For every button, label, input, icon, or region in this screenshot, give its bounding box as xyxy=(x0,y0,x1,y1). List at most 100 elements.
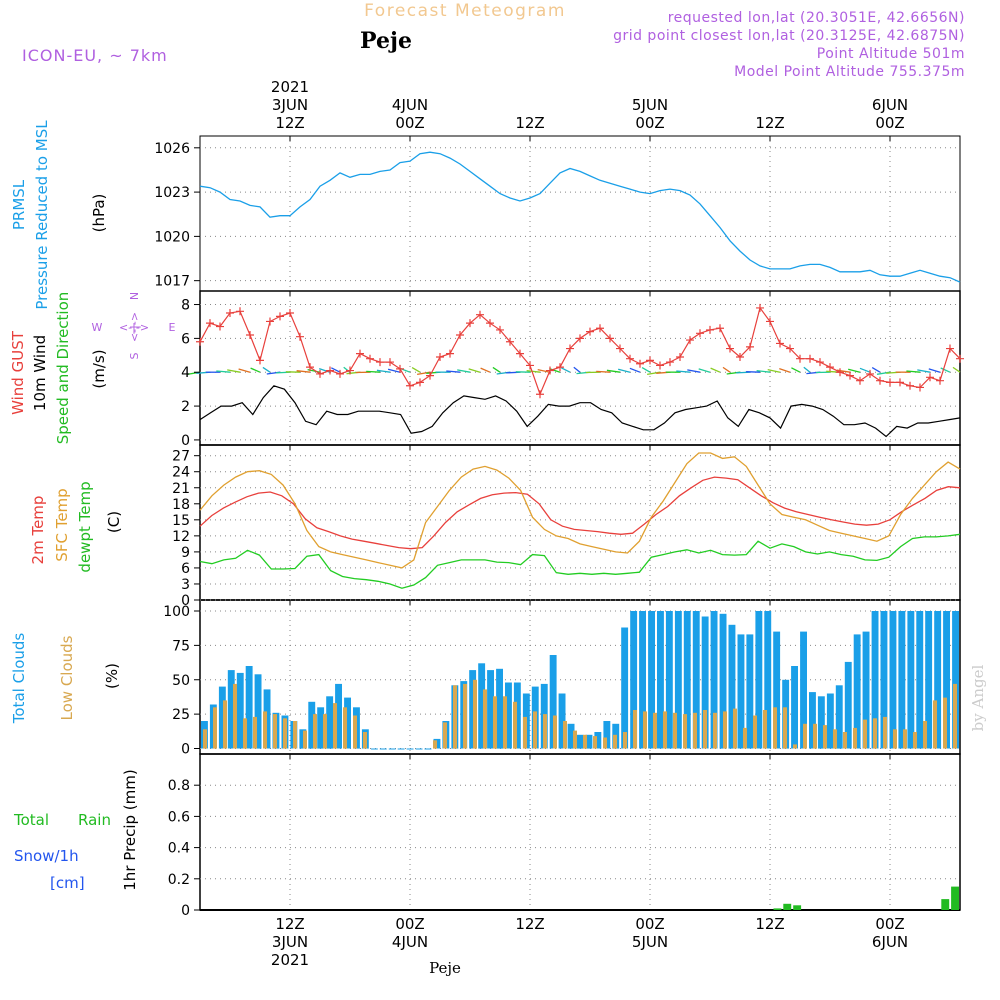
low-cloud-bar xyxy=(863,719,867,749)
low-cloud-bar xyxy=(523,716,527,749)
total-cloud-bar xyxy=(397,748,405,750)
y-tick-label: 0.4 xyxy=(168,841,190,857)
low-cloud-bar xyxy=(953,683,957,749)
y-tick-label: 27 xyxy=(172,449,190,465)
wind-gust-marker xyxy=(946,344,954,353)
total-cloud-bar xyxy=(496,668,503,749)
y-tick-label: 1020 xyxy=(154,229,190,245)
total-cloud-bar xyxy=(621,627,629,749)
total-cloud-bar xyxy=(737,634,745,749)
wind-direction-arrow xyxy=(917,369,931,373)
total-cloud-bar xyxy=(889,611,897,749)
total-cloud-bar xyxy=(245,666,253,749)
low-cloud-bar xyxy=(813,723,817,749)
low-cloud-bar xyxy=(513,701,517,749)
low-cloud-bar xyxy=(263,711,267,749)
wind-gust-marker xyxy=(446,349,454,358)
y-tick-label: 3 xyxy=(181,577,190,593)
low-cloud-bar xyxy=(233,683,237,749)
compass-e: E xyxy=(169,321,176,334)
wind-gust-marker xyxy=(666,358,674,367)
low-cloud-bar xyxy=(473,679,477,749)
wind-10m-line xyxy=(199,385,961,438)
total-cloud-bar xyxy=(513,682,521,749)
total-clouds-label: Total Clouds xyxy=(10,633,28,725)
low-cloud-bar xyxy=(533,711,537,749)
wind-gust-marker xyxy=(486,319,494,328)
wind-direction-arrow xyxy=(871,367,881,373)
wind-direction-arrow xyxy=(698,368,711,373)
total-label: Total xyxy=(13,811,49,829)
rain-bar xyxy=(951,886,959,910)
y-tick-label: 1017 xyxy=(154,274,190,290)
wind-direction-arrow xyxy=(561,367,571,373)
y-tick-label: 50 xyxy=(172,673,190,689)
y-tick-label: 15 xyxy=(172,513,190,529)
location-title: Peje xyxy=(360,28,412,54)
wind-gust-marker xyxy=(296,332,304,341)
low-cloud-bar xyxy=(893,729,897,749)
model-label: ICON-EU, ~ 7km xyxy=(22,46,168,65)
total-cloud-bar xyxy=(379,748,387,750)
wind-gust-marker xyxy=(686,336,694,345)
wind-direction-arrow xyxy=(687,369,701,373)
wind-gust-marker xyxy=(826,363,834,372)
total-cloud-bar xyxy=(862,631,870,749)
wind-direction-arrow xyxy=(366,370,381,373)
wind-direction-arrow xyxy=(906,370,921,373)
y-tick-label: 1023 xyxy=(154,185,190,201)
wind-direction-arrow xyxy=(767,368,781,373)
gridpoint-coords: grid point closest lon,lat (20.3125E, 42… xyxy=(613,28,965,44)
bottom-tick-hour: 00Z xyxy=(875,915,904,933)
wind-gust-marker xyxy=(376,358,384,367)
top-tick-date: 5JUN xyxy=(632,96,668,114)
snow-unit-label: [cm] xyxy=(50,874,85,892)
wind-gust-marker xyxy=(796,354,804,363)
pressure-line xyxy=(199,151,961,283)
wind-direction-arrow xyxy=(940,367,951,373)
wind-gust-marker xyxy=(316,369,324,378)
wind-gust-marker xyxy=(756,303,764,312)
wind-direction-arrow xyxy=(376,369,391,373)
total-cloud-bar xyxy=(952,611,959,749)
bottom-tick-date: 5JUN xyxy=(632,933,668,951)
low-cloud-bar xyxy=(343,707,347,749)
model-altitude: Model Point Altitude 755.375m xyxy=(734,64,965,80)
total-cloud-bar xyxy=(424,748,432,750)
wind-direction-arrow xyxy=(618,368,631,373)
wind-direction-arrow xyxy=(746,371,761,373)
low-cloud-bar xyxy=(453,685,457,749)
wind-gust-marker xyxy=(366,354,374,363)
y-tick-label: 6 xyxy=(181,561,190,577)
bottom-tick-hour: 12Z xyxy=(755,915,784,933)
low-cloud-bar xyxy=(443,722,447,749)
wind-gust-marker xyxy=(736,353,744,361)
wind-gust-marker xyxy=(786,344,794,353)
panel-frames xyxy=(199,135,961,911)
footer-location: Peje xyxy=(429,959,461,977)
rain-bar xyxy=(941,899,950,910)
wind-direction-arrow xyxy=(238,368,251,373)
total-cloud-bar xyxy=(925,611,933,749)
low-cloud-bar xyxy=(823,725,827,749)
low-cloud-bar xyxy=(673,712,677,749)
total-cloud-bar xyxy=(549,655,557,749)
wind-gust-marker xyxy=(556,363,564,372)
total-cloud-bar xyxy=(603,721,611,749)
wind-gust-marker xyxy=(466,319,474,328)
low-cloud-bar xyxy=(253,716,257,749)
total-cloud-bar xyxy=(701,616,709,749)
wind-gust-marker xyxy=(196,337,204,346)
wind-direction-arrow xyxy=(480,367,491,373)
total-cloud-bar xyxy=(335,683,342,749)
wind-gust-marker xyxy=(246,331,254,339)
wind-gust-marker xyxy=(746,342,754,351)
total-cloud-bar xyxy=(218,686,226,749)
low-cloud-bar xyxy=(493,696,497,749)
low-cloud-bar xyxy=(363,732,367,749)
wind-gust-marker xyxy=(886,378,894,387)
wind-gust-marker xyxy=(646,356,654,365)
total-cloud-bar xyxy=(594,732,602,749)
